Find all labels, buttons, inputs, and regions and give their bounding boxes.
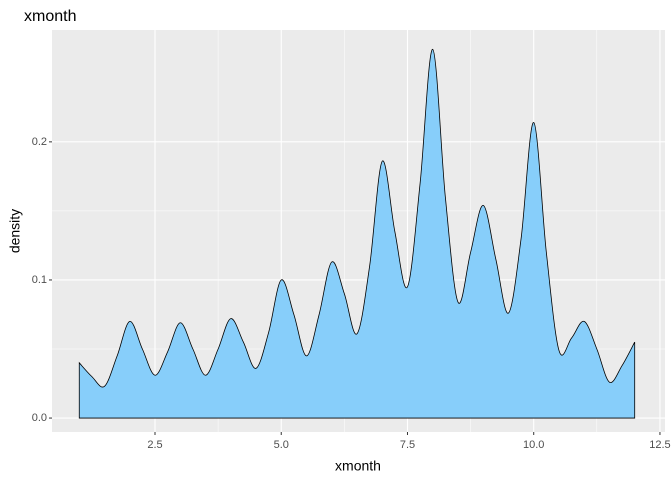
y-tick-label: 0.1 [32, 274, 47, 286]
x-tick-label: 12.5 [649, 439, 670, 451]
y-tick-label: 0.2 [32, 136, 47, 148]
y-axis-label: density [7, 209, 23, 253]
x-axis-label: xmonth [335, 458, 381, 474]
y-tick-label: 0.0 [32, 412, 47, 424]
x-tick-label: 7.5 [400, 439, 415, 451]
x-tick-label: 10.0 [523, 439, 544, 451]
density-area [78, 48, 636, 419]
x-tick-label: 2.5 [147, 439, 162, 451]
x-tick-label: 5.0 [274, 439, 289, 451]
chart-title: xmonth [24, 8, 76, 25]
